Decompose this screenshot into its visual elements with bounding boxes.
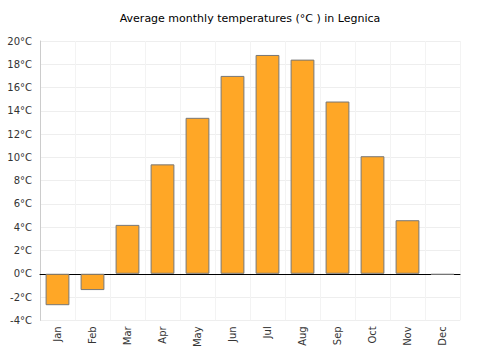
svg-text:18°C: 18°C (7, 59, 32, 70)
svg-text:Oct: Oct (367, 326, 378, 343)
svg-text:16°C: 16°C (7, 82, 32, 93)
svg-text:-2°C: -2°C (10, 292, 32, 303)
svg-text:10°C: 10°C (7, 152, 32, 163)
svg-text:Nov: Nov (402, 326, 413, 346)
svg-text:6°C: 6°C (14, 198, 32, 209)
svg-text:Jan: Jan (52, 326, 63, 342)
svg-text:Sep: Sep (332, 326, 343, 345)
svg-text:4°C: 4°C (14, 222, 32, 233)
svg-text:20°C: 20°C (7, 36, 32, 47)
svg-text:-4°C: -4°C (10, 315, 32, 326)
svg-text:Jun: Jun (227, 326, 238, 343)
svg-text:Mar: Mar (122, 325, 133, 345)
svg-text:2°C: 2°C (14, 245, 32, 256)
svg-text:14°C: 14°C (7, 105, 32, 116)
svg-text:12°C: 12°C (7, 129, 32, 140)
svg-text:Dec: Dec (437, 326, 448, 345)
svg-text:Average monthly temperatures (: Average monthly temperatures (°C ) in Le… (120, 12, 381, 25)
svg-text:Aug: Aug (297, 326, 308, 346)
svg-text:May: May (192, 326, 203, 347)
svg-text:Apr: Apr (157, 325, 168, 343)
svg-text:Jul: Jul (262, 326, 273, 339)
svg-text:0°C: 0°C (14, 268, 32, 279)
svg-text:Feb: Feb (87, 326, 98, 344)
svg-text:8°C: 8°C (14, 175, 32, 186)
